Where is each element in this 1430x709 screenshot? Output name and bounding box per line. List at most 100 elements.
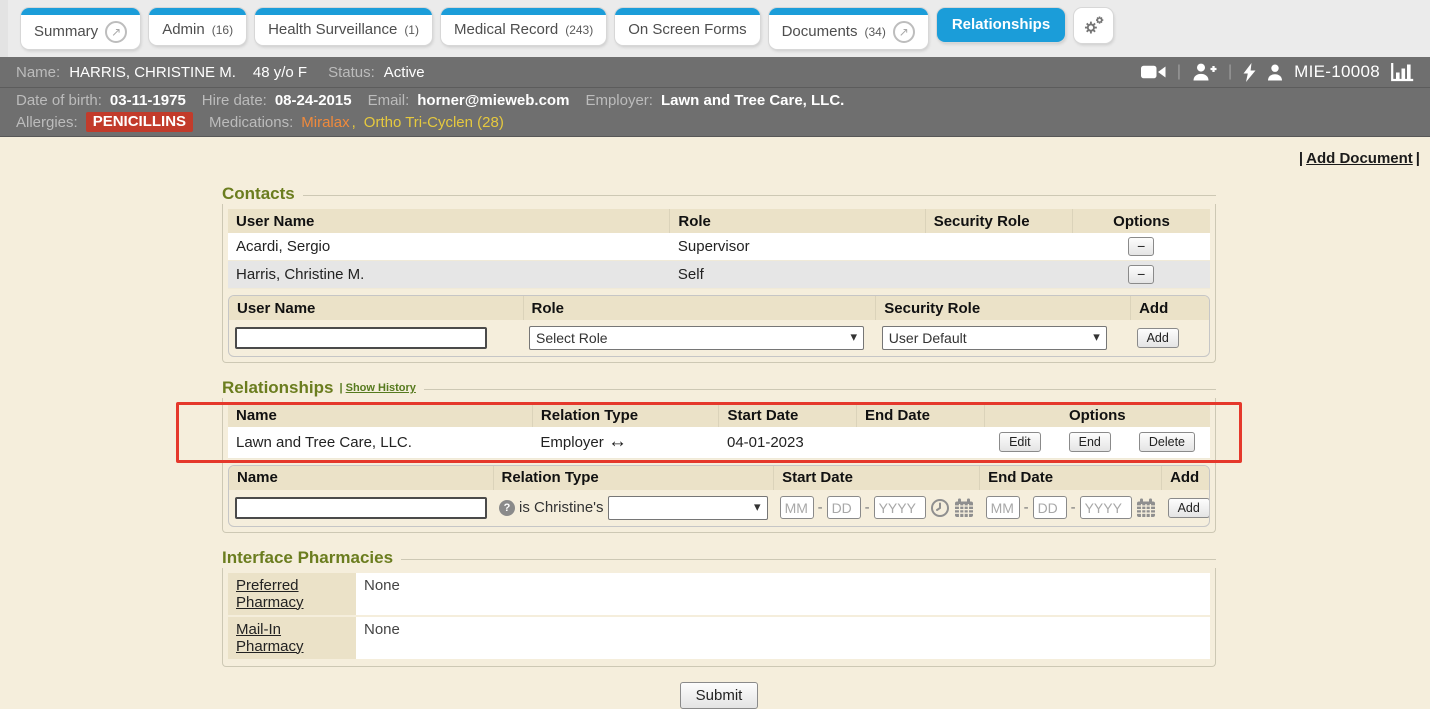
main-content: | Add Document | Contacts User Name Role S… <box>0 137 1430 709</box>
add-column-header-start-date: Start Date <box>773 465 981 490</box>
contact-role-select[interactable]: Select Role <box>529 326 864 350</box>
tab-accent-stripe <box>255 8 432 15</box>
contacts-section: Contacts User Name Role Security Role Op… <box>222 184 1216 363</box>
remove-contact-button[interactable]: − <box>1128 237 1155 256</box>
tab-accent-stripe <box>440 8 607 15</box>
mail-in-pharmacy-link[interactable]: Mail-In Pharmacy <box>236 620 304 655</box>
employer-label: Employer: <box>585 92 653 109</box>
calendar-icon[interactable] <box>1136 498 1156 518</box>
add-relationship-button[interactable]: Add <box>1167 497 1209 518</box>
edit-relationship-button[interactable]: Edit <box>999 432 1041 453</box>
pharmacies-table: Preferred Pharmacy None Mail-In Pharmacy… <box>228 572 1210 661</box>
column-header-options: Options <box>984 403 1210 427</box>
dob-value: 03-11-1975 <box>109 92 186 109</box>
person-icon[interactable] <box>1267 64 1283 81</box>
relation-type-select[interactable] <box>607 495 768 520</box>
column-header-options: Options <box>1072 209 1210 233</box>
pipe: | <box>339 382 343 394</box>
add-column-header-security-role: Security Role <box>875 296 1132 320</box>
date-separator: - <box>817 499 823 516</box>
patient-status: Active <box>383 63 425 81</box>
help-icon[interactable]: ? <box>499 499 515 516</box>
contact-security-role-select[interactable]: User Default <box>881 326 1107 350</box>
tab-accent-stripe <box>768 8 928 15</box>
pipe: | <box>1415 150 1420 167</box>
fieldset-line <box>302 195 1216 196</box>
relationships-section-title: Relationships <box>222 378 334 397</box>
tab-accent-stripe <box>149 8 247 15</box>
pharmacy-row: Preferred Pharmacy None <box>228 572 1210 617</box>
add-contact-button[interactable]: Add <box>1136 328 1179 348</box>
contact-role: Supervisor <box>669 233 926 261</box>
pipe: | <box>1298 150 1304 167</box>
add-person-icon[interactable] <box>1192 63 1217 81</box>
add-document-link[interactable]: Add Document <box>1306 150 1413 167</box>
allergy-badge[interactable]: PENICILLINS <box>85 112 194 132</box>
tab-label: Medical Record <box>453 21 559 38</box>
tab-label: On Screen Forms <box>628 21 747 38</box>
tab-relationships-active[interactable]: Relationships <box>936 8 1066 42</box>
relationship-name: Lawn and Tree Care, LLC. <box>228 427 533 459</box>
relationship-name-input[interactable] <box>235 496 487 519</box>
date-separator: - <box>1023 499 1029 516</box>
end-day-input[interactable] <box>1032 496 1067 519</box>
divider: | <box>1176 63 1181 80</box>
add-column-header-add: Add <box>1130 296 1209 320</box>
interface-pharmacies-section-title: Interface Pharmacies <box>222 547 394 567</box>
patient-age-sex: 48 y/o F <box>252 63 308 81</box>
medication-item[interactable]: Ortho Tri-Cyclen (28) <box>363 113 504 131</box>
tab-on-screen-forms[interactable]: On Screen Forms <box>615 8 760 45</box>
relationships-section: Relationships | Show History Name Relati… <box>222 378 1216 533</box>
tab-health-surveillance[interactable]: Health Surveillance (1) <box>255 8 432 45</box>
bidirectional-arrow-icon: ↔ <box>607 430 627 452</box>
fieldset-line <box>423 389 1216 390</box>
tab-settings-button[interactable] <box>1074 8 1114 43</box>
tab-documents[interactable]: Documents (34) ↗ <box>768 8 928 49</box>
add-relationship-form: Name Relation Type Start Date End Date A… <box>228 464 1210 527</box>
start-day-input[interactable] <box>826 496 861 519</box>
tab-summary[interactable]: Summary ↗ <box>21 8 141 49</box>
tab-label: Summary <box>34 23 99 40</box>
column-header-name: Name <box>228 403 533 427</box>
medication-item[interactable]: Miralax <box>301 113 350 131</box>
add-column-header-name: Name <box>229 465 494 490</box>
calendar-icon[interactable] <box>954 498 974 518</box>
tab-bar: Summary ↗ Admin (16) Health Surveillance… <box>0 0 1430 57</box>
gears-icon <box>1081 13 1106 38</box>
column-header-role: Role <box>669 209 926 233</box>
show-history-link[interactable]: Show History <box>345 382 416 394</box>
end-relationship-button[interactable]: End <box>1068 432 1111 453</box>
tab-count: (34) <box>864 25 886 39</box>
remove-contact-button[interactable]: − <box>1128 265 1155 284</box>
end-year-input[interactable] <box>1079 496 1132 519</box>
add-column-header-relation-type: Relation Type <box>493 465 775 490</box>
start-year-input[interactable] <box>873 496 926 519</box>
pharmacy-row: Mail-In Pharmacy None <box>228 615 1210 661</box>
end-month-input[interactable] <box>985 496 1020 519</box>
tab-admin[interactable]: Admin (16) <box>149 8 247 45</box>
allergies-label: Allergies: <box>16 113 78 131</box>
patient-detail-bar: Date of birth: 03-11-1975 Hire date: 08-… <box>0 87 1430 137</box>
tab-label: Admin <box>162 21 205 38</box>
video-camera-icon[interactable] <box>1140 64 1166 80</box>
column-header-security-role: Security Role <box>925 209 1074 233</box>
column-header-end-date: End Date <box>856 403 985 427</box>
popout-icon[interactable]: ↗ <box>105 21 128 43</box>
clock-icon[interactable] <box>930 498 950 518</box>
tab-label: Documents <box>781 23 858 40</box>
tab-count: (16) <box>211 23 234 37</box>
add-column-header-add: Add <box>1161 465 1209 490</box>
date-separator: - <box>864 499 870 516</box>
contact-row: Acardi, Sergio Supervisor − <box>228 233 1210 261</box>
start-month-input[interactable] <box>779 496 814 519</box>
popout-icon[interactable]: ↗ <box>892 21 915 43</box>
contact-user-name: Acardi, Sergio <box>228 233 670 261</box>
lightning-bolt-icon[interactable] <box>1243 62 1256 82</box>
contact-user-name-input[interactable] <box>235 327 487 349</box>
tab-medical-record[interactable]: Medical Record (243) <box>440 8 607 45</box>
status-label: Status: <box>328 63 375 81</box>
preferred-pharmacy-link[interactable]: Preferred Pharmacy <box>236 576 304 611</box>
bar-chart-icon[interactable] <box>1391 62 1414 82</box>
tab-label: Relationships <box>951 16 1051 33</box>
delete-relationship-button[interactable]: Delete <box>1138 432 1196 453</box>
